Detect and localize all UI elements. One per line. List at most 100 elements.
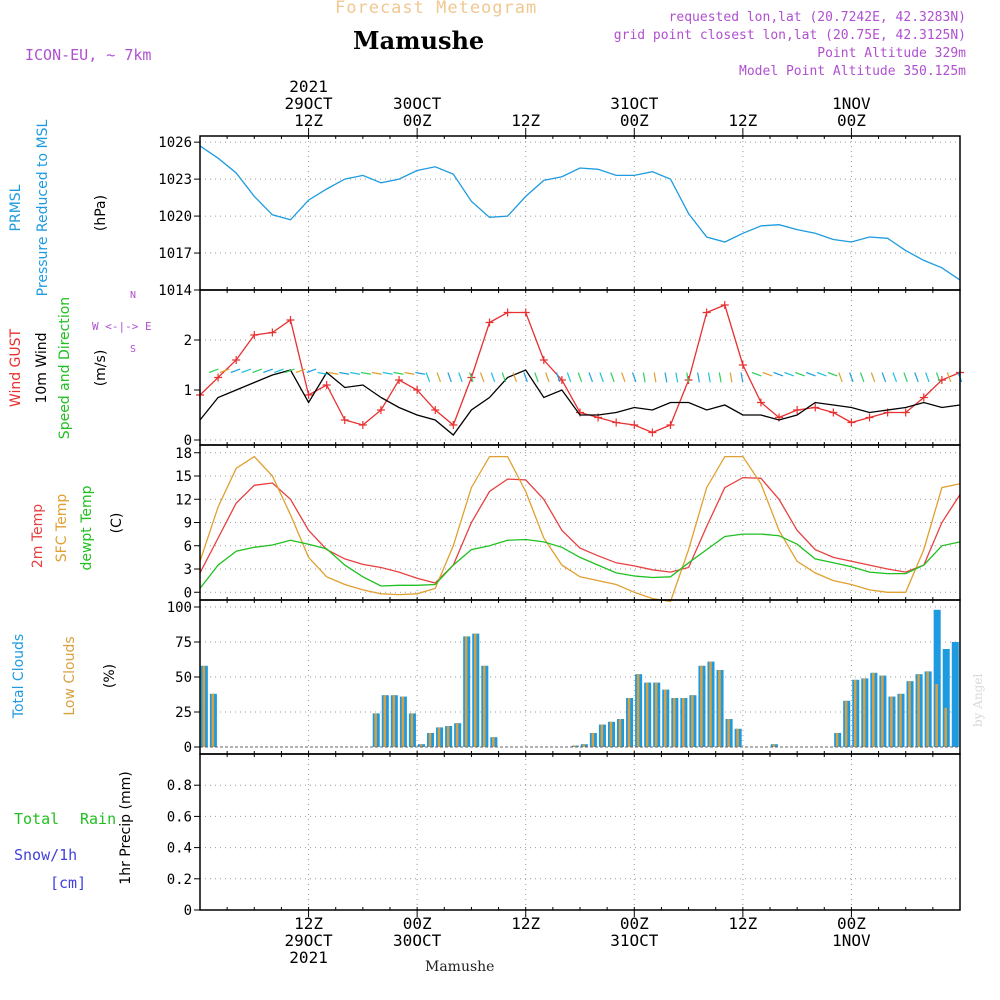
low-cloud-bar [872, 672, 875, 747]
low-cloud-bar [917, 674, 920, 747]
wind-direction-arrow [881, 372, 887, 383]
wind-direction-arrow [838, 372, 843, 383]
low-cloud-bar [853, 679, 857, 747]
wind-direction-arrow [306, 368, 317, 374]
gust-marker [738, 361, 747, 369]
wind-direction-arrow [295, 368, 306, 374]
snow-cm-label: [cm] [50, 874, 87, 892]
gust-marker [919, 393, 928, 402]
wind-direction-arrow [707, 372, 711, 383]
gust-marker [250, 331, 259, 339]
y-tick-label: 1 [184, 383, 192, 399]
gust-marker [756, 398, 765, 407]
gust-marker [304, 391, 313, 399]
bottom-date-hour: 12Z [511, 914, 540, 933]
y-tick-label: 1017 [158, 246, 192, 262]
wind-direction-arrow [534, 372, 539, 383]
low-cloud-bar [618, 719, 622, 747]
wind-direction-arrow [925, 372, 930, 383]
wind-direction-arrow [686, 372, 690, 383]
low-cloud-bar [890, 696, 893, 747]
wind-direction-arrow [577, 372, 583, 383]
temperature-series-2 [199, 533, 961, 589]
y-tick-label: 1020 [158, 209, 192, 225]
low-cloud-bar [374, 713, 377, 747]
top-date-hour: 00Z [620, 111, 649, 130]
gust-marker [521, 308, 530, 317]
wind-direction-arrow [425, 372, 431, 383]
low-cloud-bar [926, 671, 929, 747]
gust-marker [901, 408, 910, 417]
gust-marker [268, 328, 277, 337]
low-cloud-bar [673, 698, 676, 747]
bottom-date-year: 2021 [289, 948, 328, 967]
model-altitude: Model Point Altitude 350.125m [739, 64, 966, 79]
low-cloud-bar [645, 682, 649, 747]
wind-direction-arrow [751, 371, 762, 377]
wind-direction-arrow [447, 372, 452, 383]
low-cloud-bar [492, 737, 495, 747]
top-date-hour: 12Z [294, 111, 323, 130]
y-tick-label: 0 [184, 740, 192, 756]
pressure-series-0 [199, 145, 961, 281]
wind-direction-arrow [219, 368, 230, 374]
low-cloud-bar [410, 713, 414, 747]
temperature-series-1 [199, 455, 961, 603]
y-tick-label: 15 [175, 469, 192, 485]
wind-direction-arrow [697, 372, 700, 383]
gust-marker [702, 308, 711, 317]
wind-direction-arrow [903, 372, 908, 383]
gust-marker [485, 318, 494, 327]
low-cloud-bar [383, 695, 387, 747]
wind-direction-arrow [360, 371, 371, 375]
wind-direction-arrow [382, 371, 393, 375]
point-altitude: Point Altitude 329m [817, 46, 966, 61]
y-tick-label: 0 [184, 433, 192, 449]
total-cloud-bar [933, 609, 941, 747]
low-cloud-bar [881, 675, 884, 747]
precipitation-panel-frame [199, 753, 961, 911]
gust-marker [666, 421, 675, 429]
wind-direction-arrow [555, 372, 561, 383]
y-tick-label: 0.2 [167, 872, 192, 888]
wind-direction-arrow [588, 372, 594, 383]
low-cloud-bar [736, 728, 739, 747]
model-label: ICON-EU, ~ 7km [25, 46, 152, 64]
y-tick-label: 75 [175, 635, 192, 651]
wind-direction-arrow [328, 371, 339, 375]
low-cloud-bar [392, 695, 396, 747]
snow-label: Snow/1h [14, 846, 78, 864]
y-tick-label: 3 [184, 562, 192, 578]
grid-point-coords: grid point closest lon,lat (20.75E, 42.3… [613, 28, 966, 43]
gust-marker [413, 386, 422, 394]
wind-direction-arrow [762, 371, 773, 377]
y-tick-label: 50 [175, 670, 192, 686]
low-cloud-bar [844, 700, 848, 747]
top-date-hour: 12Z [511, 111, 540, 130]
chart-title: Mamushe [353, 26, 485, 55]
bottom-date-hour: 00Z [403, 914, 432, 933]
gust-marker [214, 373, 223, 382]
y-tick-label: 0.8 [167, 778, 192, 794]
wind-direction-arrow [935, 372, 941, 383]
low-cloud-bar [202, 665, 206, 747]
low-cloud-bar [772, 744, 776, 747]
wind-direction-arrow [339, 371, 350, 375]
bottom-date-day: 29OCT [284, 931, 333, 950]
gust-marker [847, 418, 856, 427]
y-tick-label: 0 [184, 903, 192, 919]
low-cloud-bar [609, 721, 613, 747]
bottom-date-day: 1NOV [832, 931, 871, 950]
low-cloud-bar [582, 744, 586, 747]
gust-marker [286, 316, 295, 324]
wind-direction-arrow [479, 372, 485, 383]
wind-direction-arrow [469, 372, 474, 383]
y-tick-label: 100 [167, 600, 192, 616]
wind-direction-arrow [610, 372, 615, 383]
wind-direction-arrow [436, 372, 442, 383]
wind-direction-arrow [653, 372, 657, 383]
bottom-date-hour: 00Z [620, 914, 649, 933]
low-cloud-bar [455, 723, 459, 747]
y-tick-label: 0.4 [167, 841, 192, 857]
wind-direction-arrow [892, 372, 898, 383]
